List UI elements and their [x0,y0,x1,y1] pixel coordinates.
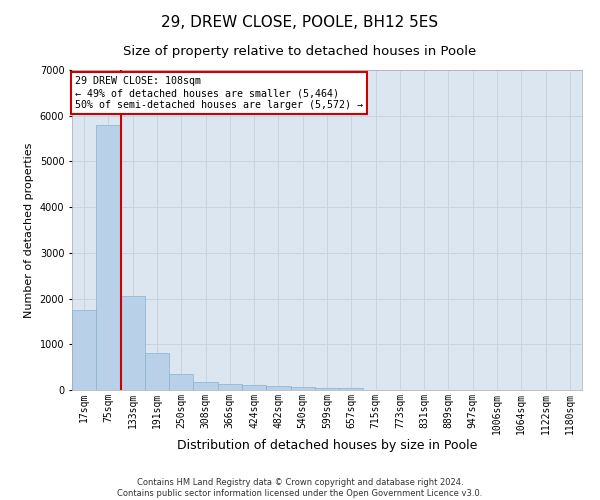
Bar [242,385,266,390]
Bar [266,386,290,390]
X-axis label: Distribution of detached houses by size in Poole: Distribution of detached houses by size … [177,440,477,452]
Bar [145,352,169,390]
Bar [72,310,96,390]
Bar [339,388,364,390]
Bar [218,384,242,390]
Bar [96,125,121,390]
Y-axis label: Number of detached properties: Number of detached properties [24,142,34,318]
Text: Size of property relative to detached houses in Poole: Size of property relative to detached ho… [124,45,476,58]
Bar [315,388,339,390]
Text: 29, DREW CLOSE, POOLE, BH12 5ES: 29, DREW CLOSE, POOLE, BH12 5ES [161,15,439,30]
Text: 29 DREW CLOSE: 108sqm
← 49% of detached houses are smaller (5,464)
50% of semi-d: 29 DREW CLOSE: 108sqm ← 49% of detached … [74,76,362,110]
Bar [169,374,193,390]
Text: Contains HM Land Registry data © Crown copyright and database right 2024.
Contai: Contains HM Land Registry data © Crown c… [118,478,482,498]
Bar [193,382,218,390]
Bar [121,296,145,390]
Bar [290,388,315,390]
